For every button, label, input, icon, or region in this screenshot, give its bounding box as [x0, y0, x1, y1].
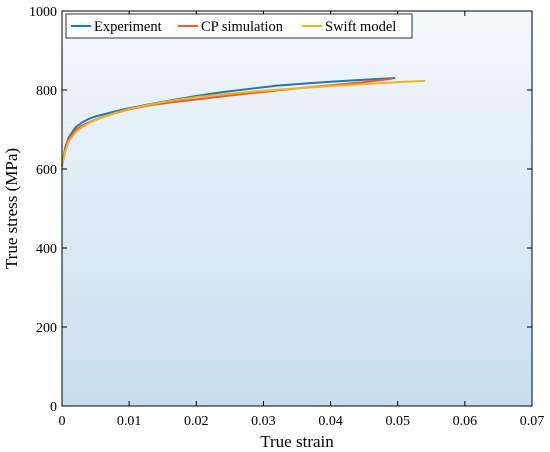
series-line-swift-model [61, 79, 426, 167]
legend-box [65, 13, 413, 39]
y-tick-label: 400 [36, 242, 57, 257]
y-tick-label: 200 [36, 321, 57, 336]
x-tick-label: 0.03 [251, 414, 276, 429]
plot-area [62, 11, 532, 406]
y-tick-label: 0 [50, 400, 57, 415]
axes-frame [61, 10, 533, 407]
y-tick-label: 600 [36, 163, 57, 178]
legend-label-swift-model: Swift model [325, 19, 396, 35]
legend-label-experiment: Experiment [94, 19, 162, 35]
legend: Experiment CP simulation Swift model [65, 13, 413, 39]
x-tick-label: 0 [59, 414, 66, 429]
y-tick-label: 800 [36, 84, 57, 99]
y-axis-label: True stress (MPa) [2, 148, 21, 269]
series-layer [61, 77, 426, 167]
axes-layer: 0 0.01 0.02 0.03 0.04 0.05 0.06 0.07 0 200 400 600 8… [29, 5, 544, 429]
y-tick-label: 1000 [29, 5, 57, 20]
x-tick-label: 0.06 [453, 414, 478, 429]
legend-label-cp-simulation: CP simulation [201, 19, 284, 35]
x-tick-label: 0.01 [117, 414, 142, 429]
x-tick-label: 0.02 [184, 414, 209, 429]
x-tick-label: 0.05 [385, 414, 410, 429]
x-axis-label: True strain [260, 432, 334, 451]
x-tick-label: 0.04 [318, 414, 343, 429]
x-tick-label: 0.07 [520, 414, 545, 429]
